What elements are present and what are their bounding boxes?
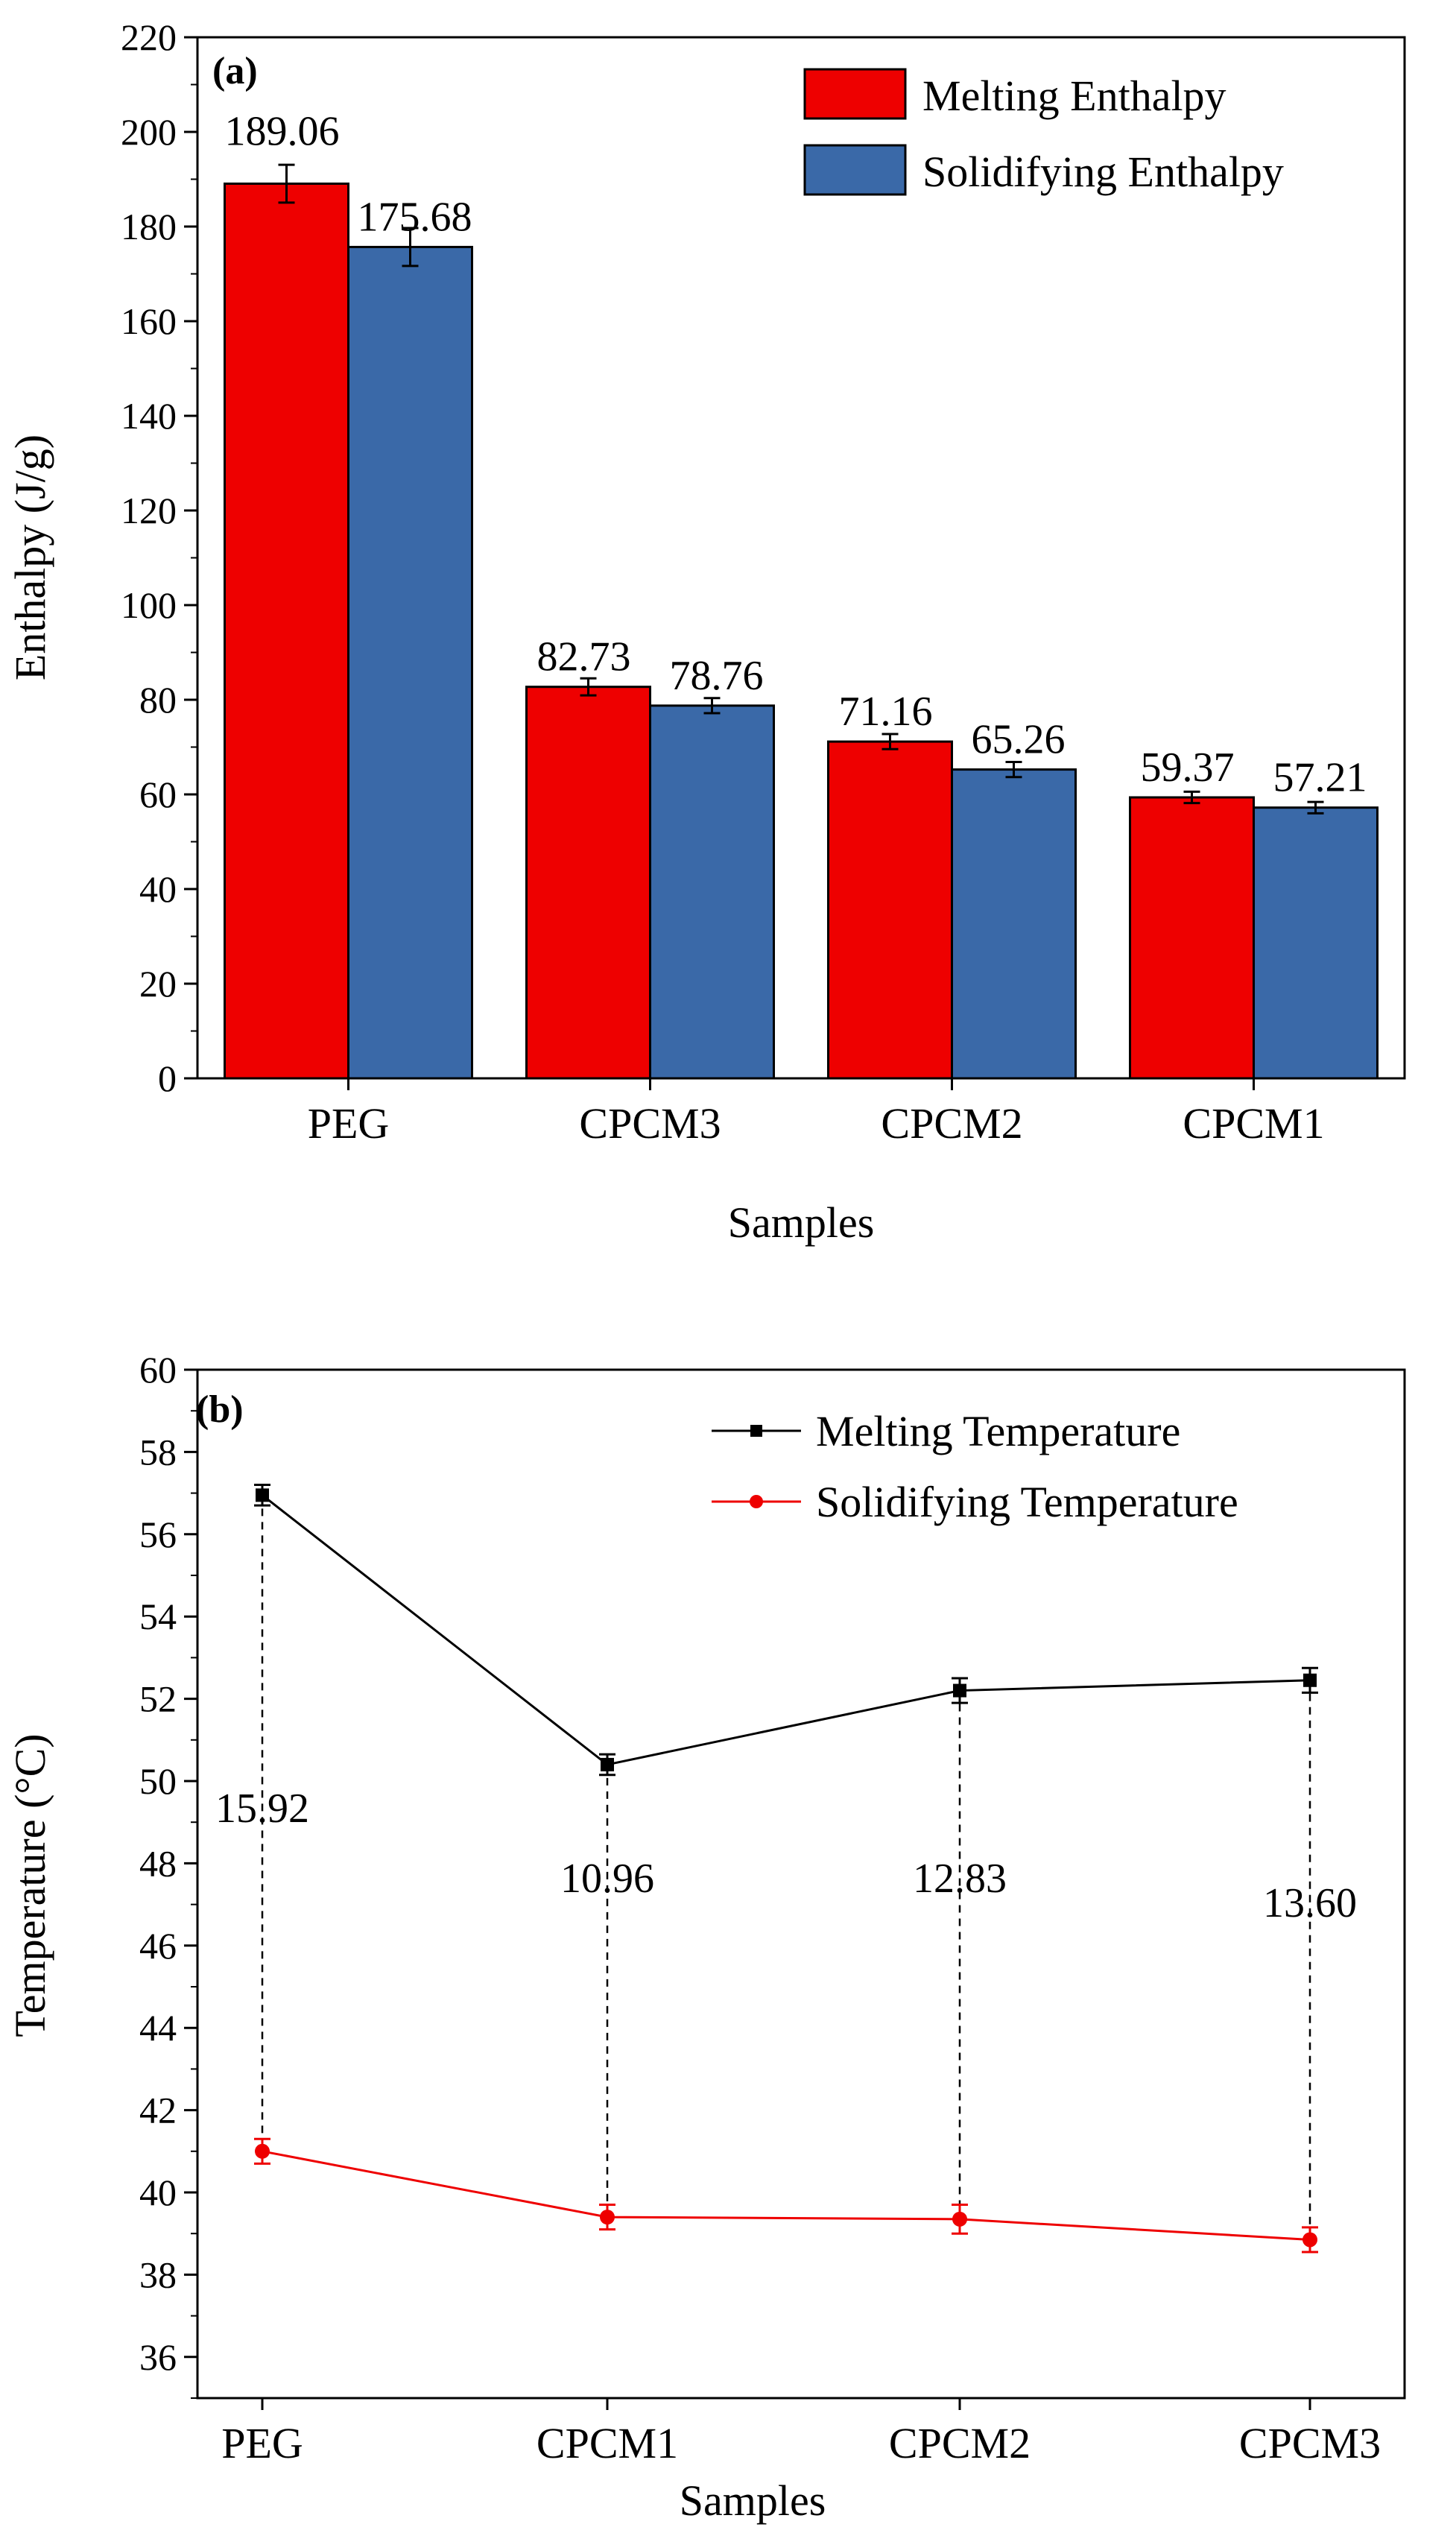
annotation-delta: 15.92 bbox=[215, 1786, 309, 1832]
legend-a: Melting Enthalpy Solidifying Enthalpy bbox=[803, 68, 1284, 196]
y-tick-label: 80 bbox=[139, 679, 177, 721]
y-tick-label: 56 bbox=[139, 1514, 177, 1555]
legend-label-solidifying-enthalpy: Solidifying Enthalpy bbox=[922, 148, 1284, 196]
legend-swatch-melting-enthalpy bbox=[803, 68, 907, 120]
data-label-solidifying-enthalpy: 57.21 bbox=[1273, 755, 1367, 801]
legend-b: Melting Temperature Solidifying Temperat… bbox=[712, 1407, 1238, 1526]
y-tick-label: 20 bbox=[139, 963, 177, 1005]
y-tick-label: 220 bbox=[121, 16, 177, 58]
y-tick-label: 0 bbox=[158, 1057, 177, 1099]
x-tick-label: PEG bbox=[308, 1099, 390, 1148]
y-tick-label: 140 bbox=[121, 395, 177, 437]
x-tick-label: CPCM2 bbox=[889, 2419, 1031, 2467]
annotation-delta: 12.83 bbox=[913, 1856, 1007, 1902]
data-label-solidifying-enthalpy: 65.26 bbox=[972, 717, 1066, 763]
y-tick-label: 38 bbox=[139, 2254, 177, 2295]
annotation-delta: 10.96 bbox=[560, 1856, 654, 1902]
y-tick-label: 36 bbox=[139, 2336, 177, 2378]
point-solidifying-temperature bbox=[255, 2143, 270, 2159]
bars-a bbox=[224, 182, 1379, 1080]
y-tick-label: 60 bbox=[139, 1349, 177, 1391]
error-bars-a bbox=[278, 163, 1324, 815]
y-tick-label: 44 bbox=[139, 2007, 177, 2049]
data-label-solidifying-enthalpy: 78.76 bbox=[670, 653, 764, 699]
temperature-line-chart: 36 38 40 42 44 46 48 50 52 54 56 58 60 PEG CPCM1 CPCM2… bbox=[6, 1349, 1406, 2525]
data-label-melting-enthalpy: 189.06 bbox=[225, 108, 340, 154]
line-melting-temperature bbox=[262, 1494, 1311, 1766]
point-solidifying-temperature bbox=[952, 2211, 967, 2227]
data-label-melting-enthalpy: 59.37 bbox=[1141, 744, 1235, 791]
plot-frame-b bbox=[196, 1368, 1406, 2400]
y-tick-label: 200 bbox=[121, 111, 177, 153]
data-label-solidifying-enthalpy: 175.68 bbox=[358, 194, 472, 240]
data-label-melting-enthalpy: 82.73 bbox=[537, 634, 631, 680]
legend-swatch-solidifying-enthalpy bbox=[803, 144, 907, 196]
bar-solidifying-enthalpy-peg bbox=[347, 245, 473, 1080]
difference-annotations-b: 15.92 10.96 12.83 13.60 bbox=[215, 1786, 1357, 1926]
x-tick-label: CPCM2 bbox=[881, 1099, 1022, 1148]
y-tick-label: 40 bbox=[139, 2172, 177, 2213]
y-tick-label: 160 bbox=[121, 300, 177, 342]
point-melting-temperature bbox=[953, 1683, 966, 1698]
panel-label-b: (b) bbox=[196, 1388, 244, 1431]
x-axis-ticks-a: PEG CPCM3 CPCM2 CPCM1 bbox=[308, 1078, 1325, 1148]
x-axis-ticks-b: PEG CPCM1 CPCM2 CPCM3 bbox=[221, 2398, 1381, 2467]
y-tick-label: 52 bbox=[139, 1678, 177, 1720]
bar-melting-enthalpy-cpcm3 bbox=[525, 686, 651, 1080]
x-tick-label: CPCM1 bbox=[1183, 1099, 1324, 1148]
bar-melting-enthalpy-peg bbox=[224, 182, 349, 1080]
panel-label-a: (a) bbox=[212, 50, 258, 92]
x-tick-label: PEG bbox=[221, 2419, 303, 2467]
data-label-melting-enthalpy: 71.16 bbox=[839, 689, 933, 735]
y-tick-label: 48 bbox=[139, 1842, 177, 1884]
x-tick-label: CPCM3 bbox=[1239, 2419, 1381, 2467]
point-melting-temperature bbox=[256, 1488, 269, 1502]
series-lines-b bbox=[254, 1484, 1318, 2254]
x-tick-label: CPCM3 bbox=[579, 1099, 721, 1148]
bar-solidifying-enthalpy-cpcm2 bbox=[951, 768, 1077, 1080]
y-tick-label: 120 bbox=[121, 490, 177, 531]
y-tick-label: 54 bbox=[139, 1596, 177, 1637]
y-axis-title-b: Temperature (°C) bbox=[6, 1733, 54, 2037]
y-axis-title-a: Enthalpy (J/g) bbox=[6, 434, 54, 680]
line-solidifying-temperature bbox=[262, 2150, 1311, 2241]
legend-label-solidifying-temperature: Solidifying Temperature bbox=[816, 1478, 1238, 1526]
dashed-connectors-b bbox=[261, 1495, 1311, 2240]
y-tick-label: 60 bbox=[139, 774, 177, 815]
y-tick-label: 46 bbox=[139, 1925, 177, 1967]
legend-marker-melting-temperature bbox=[750, 1425, 762, 1437]
enthalpy-bar-chart: 0 20 40 60 80 100 120 140 160 180 200 220 PEG CPCM3 C… bbox=[6, 16, 1406, 1247]
point-solidifying-temperature bbox=[600, 2210, 615, 2225]
y-axis-ticks-b: 36 38 40 42 44 46 48 50 52 54 56 58 60 bbox=[139, 1349, 197, 2399]
bar-melting-enthalpy-cpcm2 bbox=[827, 740, 953, 1080]
x-axis-title-b: Samples bbox=[680, 2476, 826, 2525]
point-melting-temperature bbox=[1303, 1673, 1317, 1687]
legend-marker-solidifying-temperature bbox=[750, 1495, 763, 1508]
y-tick-label: 58 bbox=[139, 1431, 177, 1473]
y-tick-label: 40 bbox=[139, 868, 177, 910]
point-melting-temperature bbox=[601, 1757, 614, 1771]
bar-solidifying-enthalpy-cpcm3 bbox=[649, 704, 775, 1080]
y-tick-label: 42 bbox=[139, 2090, 177, 2131]
bar-solidifying-enthalpy-cpcm1 bbox=[1253, 806, 1379, 1080]
y-tick-label: 180 bbox=[121, 206, 177, 247]
x-tick-label: CPCM1 bbox=[536, 2419, 678, 2467]
x-axis-title-a: Samples bbox=[728, 1198, 875, 1247]
legend-label-melting-temperature: Melting Temperature bbox=[816, 1407, 1180, 1455]
y-axis-ticks-a: 0 20 40 60 80 100 120 140 160 180 200 220 bbox=[121, 16, 197, 1099]
y-tick-label: 50 bbox=[139, 1760, 177, 1802]
y-tick-label: 100 bbox=[121, 584, 177, 626]
bar-melting-enthalpy-cpcm1 bbox=[1129, 796, 1255, 1080]
point-solidifying-temperature bbox=[1303, 2232, 1317, 2248]
legend-label-melting-enthalpy: Melting Enthalpy bbox=[922, 72, 1226, 120]
data-labels-a: 189.06 175.68 82.73 78.76 71.16 65.26 59.37 57.… bbox=[225, 108, 1367, 800]
annotation-delta: 13.60 bbox=[1263, 1880, 1357, 1926]
